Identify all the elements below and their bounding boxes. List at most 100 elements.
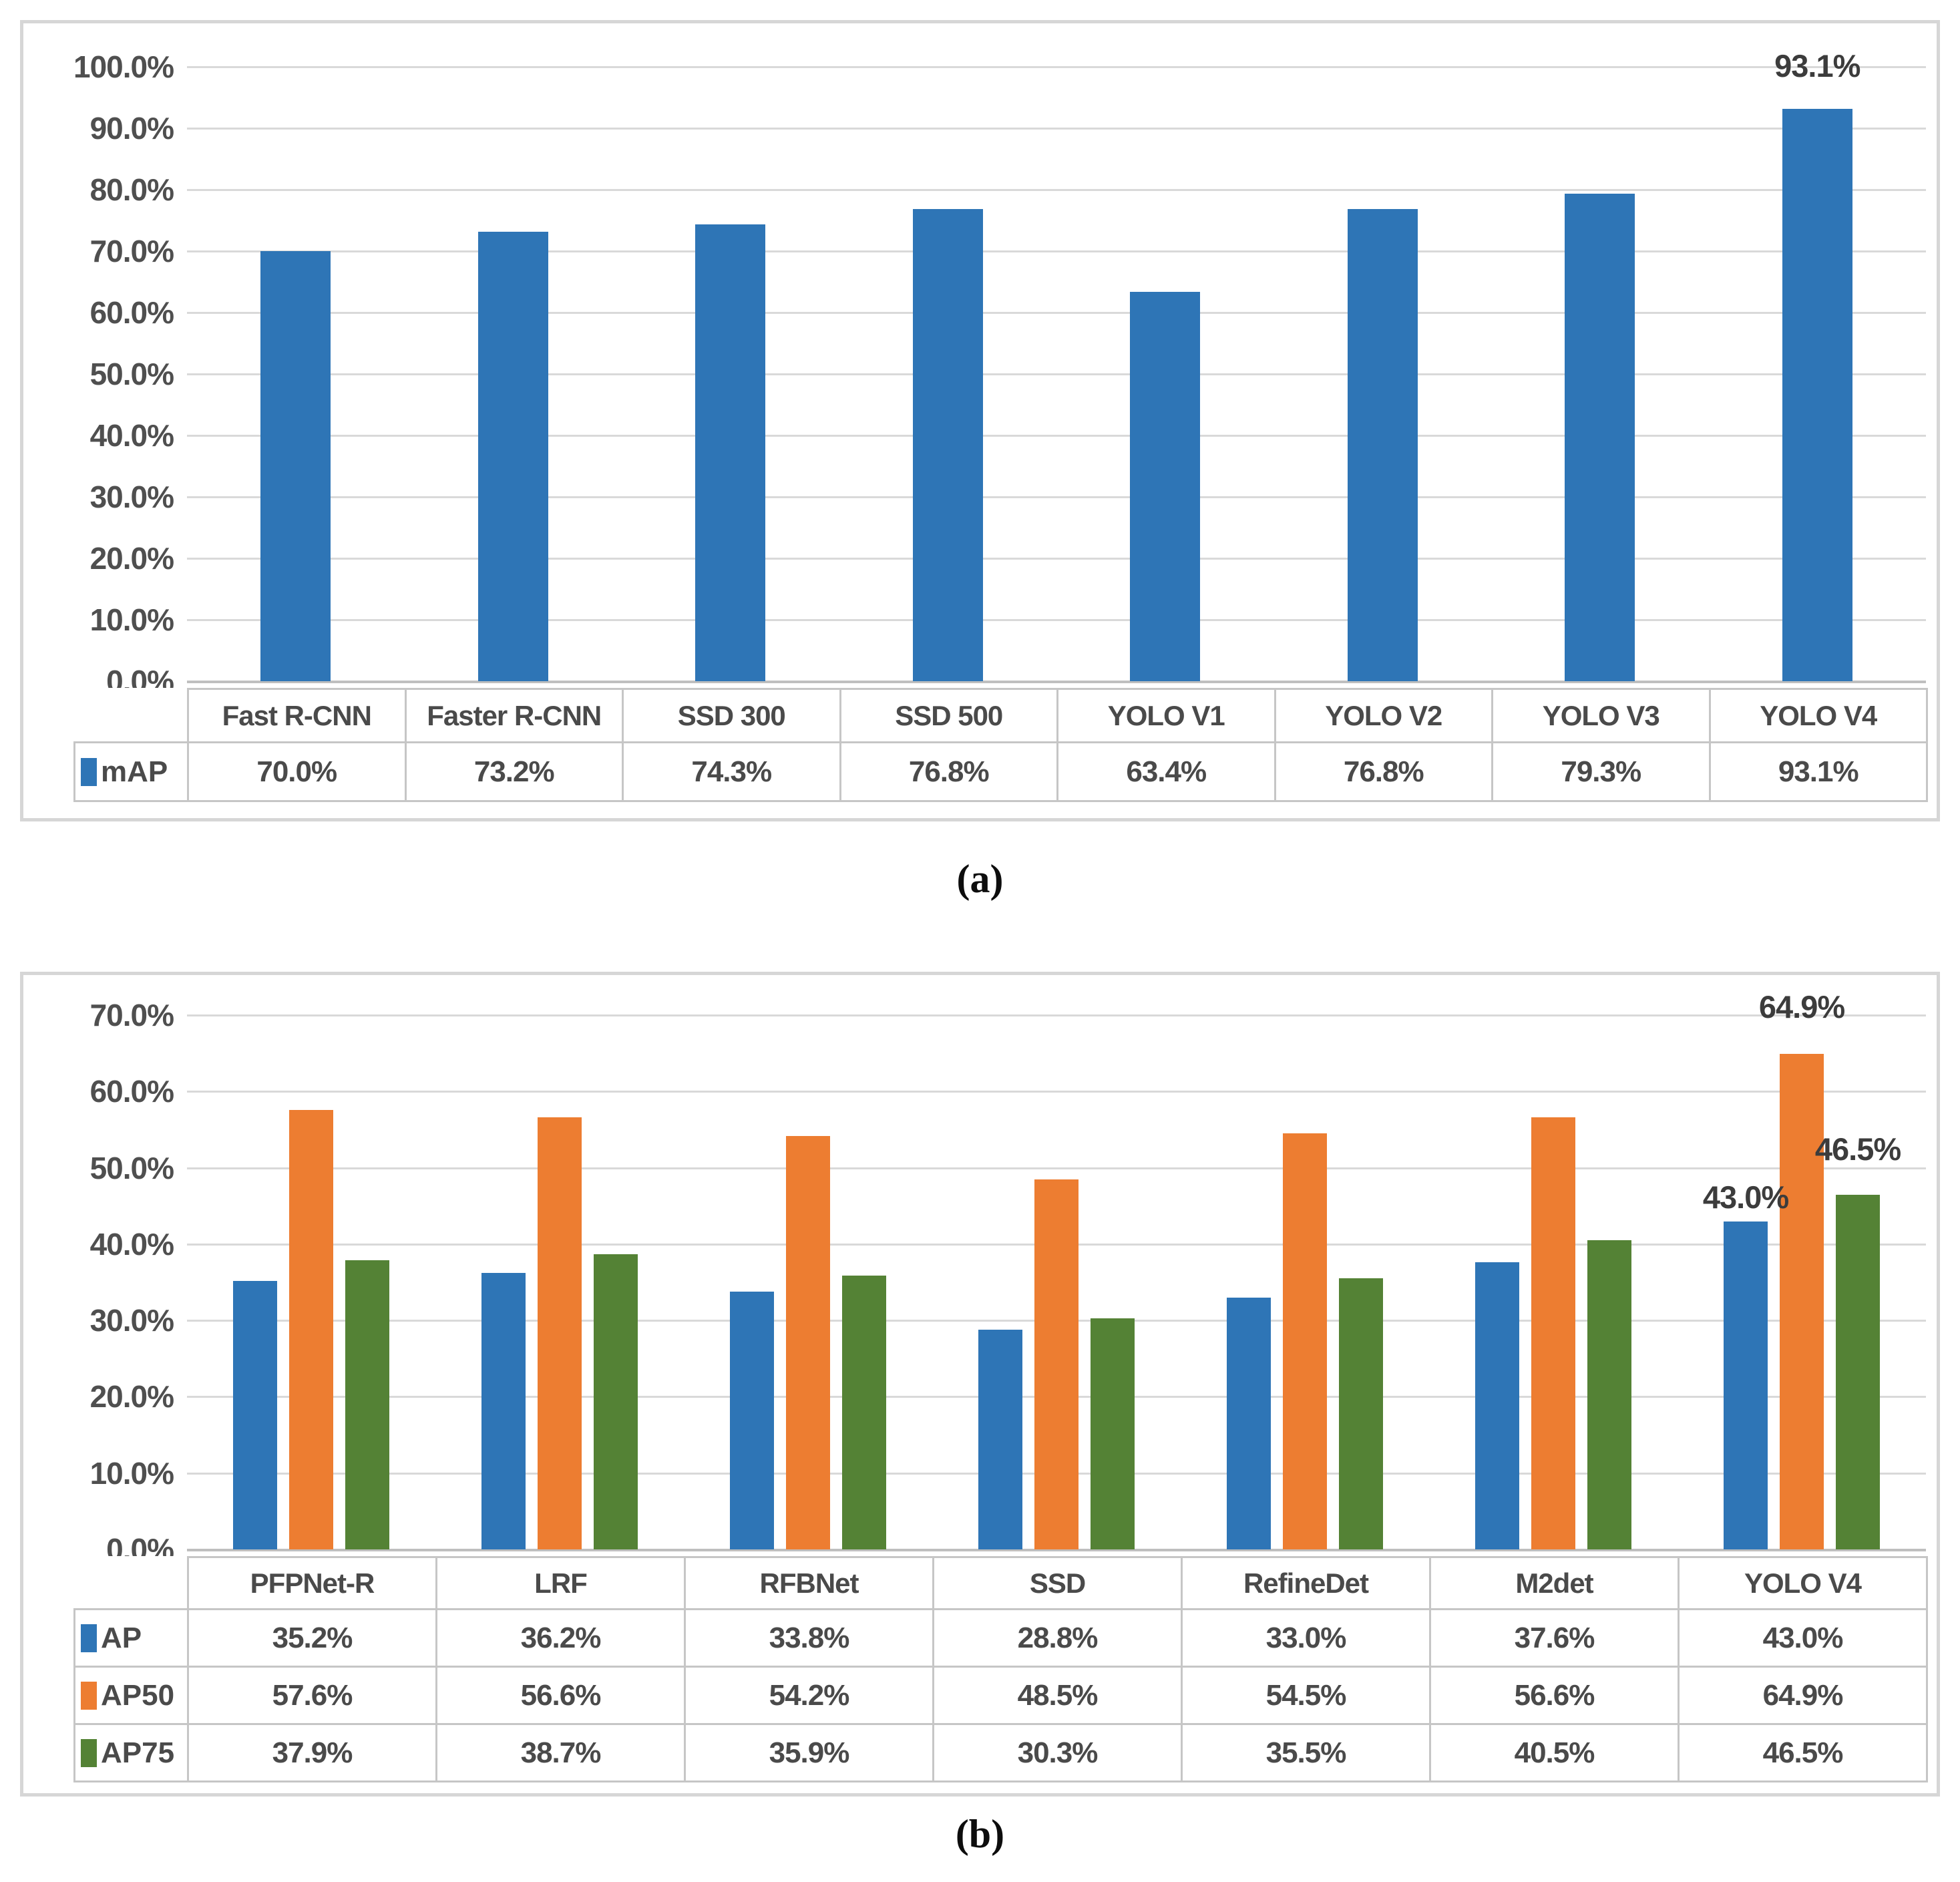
value-cell: 43.0% (1678, 1608, 1928, 1668)
bar-ap50-2 (786, 1135, 830, 1549)
y-axis-tick-label: 70.0% (89, 998, 174, 1032)
gridline (187, 1167, 1926, 1169)
value-cell: 48.5% (932, 1666, 1183, 1725)
bar-ap75-3 (1091, 1318, 1135, 1549)
bar-ap50-0 (289, 1109, 333, 1549)
series-color-key (81, 1624, 97, 1652)
bar-ap75-4 (1339, 1278, 1383, 1549)
bar-ap50-4 (1283, 1133, 1327, 1549)
category-header-cell: YOLO V4 (1708, 688, 1928, 743)
y-axis-tick-label: 90.0% (89, 111, 174, 146)
y-axis-tick-label: 60.0% (89, 1074, 174, 1109)
series-row-header: AP75 (73, 1723, 189, 1782)
chart-b-panel: 70.0% 60.0% 50.0% 40.0% 30.0% 20.0% 10.0% 0.0% 4… (20, 972, 1940, 1797)
gridline (187, 128, 1926, 130)
category-header-cell: SSD 500 (839, 688, 1058, 743)
value-cell: 35.2% (187, 1608, 437, 1668)
gridline (187, 250, 1926, 252)
gridline (187, 435, 1926, 437)
caption-a: (a) (956, 857, 1004, 901)
gridline (187, 1549, 1926, 1551)
value-cell: 30.3% (932, 1723, 1183, 1782)
category-header-cell: SSD 300 (622, 688, 841, 743)
bar-map-1 (477, 231, 548, 681)
value-cell: 37.6% (1429, 1608, 1680, 1668)
bar-ap50-5 (1531, 1117, 1575, 1549)
bar-ap75-2 (842, 1275, 886, 1549)
bar-ap50-3 (1034, 1179, 1079, 1549)
y-axis-tick-label: 30.0% (89, 480, 174, 514)
bar-ap75-1 (594, 1254, 638, 1549)
value-cell: 76.8% (839, 741, 1058, 802)
value-cell: 74.3% (622, 741, 841, 802)
bar-ap75-0 (345, 1260, 389, 1549)
value-cell: 35.5% (1181, 1723, 1431, 1782)
series-name-label: mAP (101, 755, 168, 788)
y-axis-tick-label: 80.0% (89, 172, 174, 207)
value-cell: 63.4% (1056, 741, 1276, 802)
gridline (187, 373, 1926, 375)
y-axis-tick-label: 70.0% (89, 234, 174, 268)
series-row-header-inner: AP (75, 1622, 187, 1655)
category-header-cell: YOLO V4 (1678, 1556, 1928, 1610)
bar-ap-3 (978, 1329, 1022, 1549)
value-cell: 33.0% (1181, 1608, 1431, 1668)
chart-data-table: Fast R-CNN Faster R-CNN SSD 300 SSD 500 YOLO… (73, 688, 1928, 802)
bar-map-0 (260, 251, 331, 681)
bar-ap-6 (1724, 1221, 1768, 1549)
bar-map-3 (912, 209, 983, 681)
bar-ap-0 (233, 1280, 277, 1549)
value-cell: 54.2% (684, 1666, 934, 1725)
y-axis-tick-label: 10.0% (89, 602, 174, 637)
category-header-cell: PFPNet-R (187, 1556, 437, 1610)
bar-ap-1 (481, 1273, 526, 1549)
y-axis-tick-label: 50.0% (89, 357, 174, 391)
y-axis-tick-label: 40.0% (89, 1226, 174, 1262)
category-header-cell: LRF (435, 1556, 686, 1610)
series-row-header: AP (73, 1608, 189, 1668)
series-color-key (81, 1681, 97, 1710)
category-header-cell: RFBNet (684, 1556, 934, 1610)
gridline (187, 496, 1926, 498)
value-cell: 54.5% (1181, 1666, 1431, 1725)
value-cell: 73.2% (404, 741, 624, 802)
y-axis-tick-label: 100.0% (73, 49, 174, 84)
y-axis-tick-label: 60.0% (89, 295, 174, 330)
value-cell: 57.6% (187, 1666, 437, 1725)
value-cell: 33.8% (684, 1608, 934, 1668)
gridline (187, 558, 1926, 560)
series-row-header-inner: AP50 (75, 1679, 187, 1712)
y-axis-tick-label: 50.0% (89, 1150, 174, 1185)
bar-ap-5 (1475, 1262, 1519, 1549)
series-row-header-inner: mAP (75, 755, 187, 789)
series-row-header: AP50 (73, 1666, 189, 1725)
value-cell: 56.6% (1429, 1666, 1680, 1725)
bar-ap50-6 (1780, 1054, 1824, 1549)
series-name-label: AP50 (101, 1678, 175, 1712)
y-axis-tick-label: 30.0% (89, 1303, 174, 1338)
chart-data-table: PFPNet-R LRF RFBNet SSD RefineDet M2det YOLO V… (73, 1556, 1928, 1782)
series-color-key (81, 757, 97, 786)
category-header-cell: YOLO V2 (1273, 688, 1493, 743)
series-color-key (81, 1738, 97, 1767)
bar-map-7 (1782, 109, 1852, 681)
value-cell: 37.9% (187, 1723, 437, 1782)
gridline (187, 189, 1926, 191)
value-cell: 70.0% (187, 741, 407, 802)
caption-b: (b) (955, 1812, 1005, 1856)
y-axis-tick-label: 20.0% (89, 541, 174, 576)
category-header-cell: SSD (932, 1556, 1183, 1610)
y-axis-tick-label: 20.0% (89, 1379, 174, 1415)
category-header-cell: YOLO V1 (1056, 688, 1276, 743)
bar-ap75-6 (1836, 1194, 1880, 1549)
bar-value-label: 64.9% (1758, 989, 1845, 1025)
bar-ap-4 (1227, 1297, 1271, 1549)
bar-map-6 (1565, 194, 1635, 681)
table-corner-cell (75, 689, 188, 743)
category-header-cell: Faster R-CNN (404, 688, 624, 743)
y-axis-tick-label: 40.0% (89, 418, 174, 453)
series-row-header: mAP (73, 741, 189, 802)
value-cell: 46.5% (1678, 1723, 1928, 1782)
value-cell: 38.7% (435, 1723, 686, 1782)
gridline (187, 681, 1926, 683)
